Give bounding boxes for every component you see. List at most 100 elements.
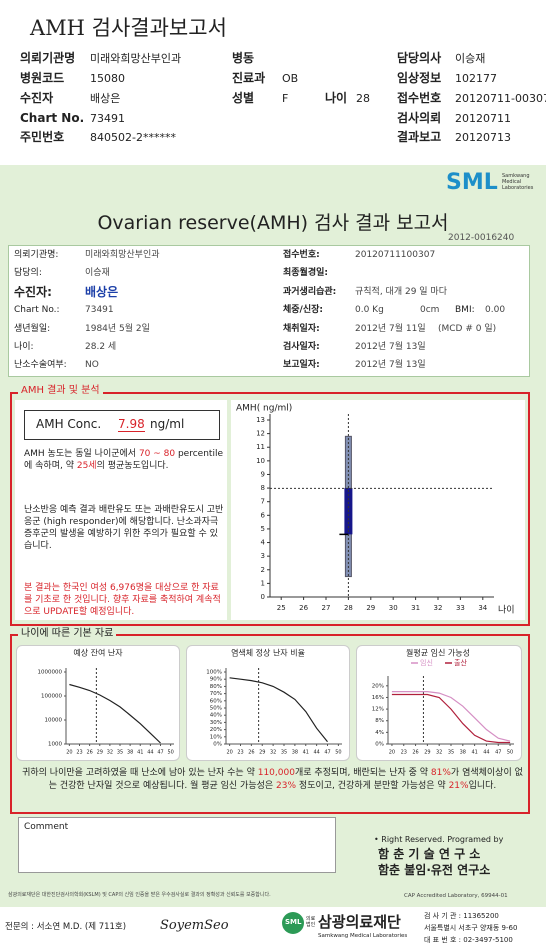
y-tick-label: 16% <box>372 695 384 701</box>
y-axis-label: AMH( ng/ml) <box>236 404 292 414</box>
footer-corp: 의료법인 <box>306 916 316 928</box>
chart-title: 월평균 임신 가능성 <box>406 648 470 658</box>
info-value: 0.0 Kg <box>355 305 384 315</box>
text-part: 70 ~ 80 <box>138 449 176 459</box>
text-part: 81% <box>430 768 451 778</box>
report-logo-sub: Samkwang Medical Laboratories <box>502 173 534 191</box>
field-value: 이승재 <box>455 52 486 65</box>
field-label: 나이 <box>325 91 348 105</box>
info-value: 1984년 5월 2일 <box>85 324 150 334</box>
info-value: (MCD # 0 일) <box>438 324 497 334</box>
info-label: 난소수술여부: <box>14 360 67 370</box>
y-tick-label: 70% <box>210 691 222 697</box>
y-tick-label: 100000 <box>41 694 62 700</box>
y-tick-label: 30% <box>210 720 222 726</box>
x-tick-label: 35 <box>448 750 454 756</box>
info-label: 수진자: <box>14 285 52 299</box>
text-part: 입니다. <box>468 781 497 791</box>
field-label: 담당의사 <box>397 51 442 65</box>
x-tick-label: 29 <box>424 750 430 756</box>
y-tick-label: 4 <box>261 539 266 547</box>
x-tick-label: 50 <box>335 750 341 756</box>
footer-address: 서울특별시 서초구 양재동 9-60 <box>424 924 518 932</box>
chart-title: 예상 잔여 난자 <box>73 648 123 658</box>
legend-label: 출산 <box>454 658 467 667</box>
y-tick-label: 20% <box>210 727 222 733</box>
x-tick-label: 26 <box>86 750 92 756</box>
y-tick-label: 10000 <box>45 718 63 724</box>
x-tick-label: 35 <box>117 750 123 756</box>
y-tick-label: 50% <box>210 706 222 712</box>
y-tick-label: 60% <box>210 698 222 704</box>
comment-box <box>18 817 336 873</box>
x-tick-label: 26 <box>248 750 254 756</box>
x-tick-label: 44 <box>147 750 153 756</box>
x-tick-label: 27 <box>322 604 331 612</box>
data-note: 본 결과는 한국인 여성 6,976명을 대상으로 한 자료를 기초로 한 것입… <box>24 583 221 617</box>
info-value: 2012년 7월 13일 <box>355 360 426 370</box>
y-tick-label: 10% <box>210 734 222 740</box>
x-tick-label: 29 <box>366 604 375 612</box>
field-label: 진료과 <box>232 71 266 85</box>
x-tick-label: 20 <box>389 750 395 756</box>
y-tick-label: 1 <box>261 579 265 587</box>
y-tick-label: 11 <box>256 443 265 451</box>
x-tick-label: 34 <box>478 604 487 612</box>
field-value: 28 <box>356 92 370 105</box>
info-label: 채취일자: <box>283 324 320 334</box>
y-tick-label: 2 <box>261 566 265 574</box>
y-tick-label: 10 <box>256 457 265 465</box>
x-tick-label: 50 <box>507 750 513 756</box>
field-label: 접수번호 <box>397 91 442 105</box>
y-tick-label: 13 <box>256 416 265 424</box>
y-tick-label: 1000000 <box>38 670 63 676</box>
y-tick-label: 9 <box>261 470 265 478</box>
field-value: OB <box>282 72 299 85</box>
conc-box <box>24 410 220 440</box>
x-tick-label: 44 <box>313 750 319 756</box>
info-value: 0.00 <box>485 305 506 315</box>
field-value: 20120711-00307 <box>455 92 546 105</box>
footer-logo: SML <box>285 918 302 926</box>
x-tick-label: 38 <box>460 750 466 756</box>
text-part: 개로 추정되며, 배란되는 난자 중 약 <box>294 768 431 778</box>
y-tick-label: 0% <box>213 742 222 748</box>
age-section <box>10 634 530 814</box>
y-tick-label: 3 <box>261 552 265 560</box>
info-value: 규칙적, 대개 29 일 마다 <box>355 287 447 297</box>
field-value: 20120713 <box>455 131 511 144</box>
x-tick-label: 20 <box>66 750 72 756</box>
field-label: 의뢰기관명 <box>20 51 76 65</box>
info-value: 0cm <box>420 305 440 315</box>
physician: 전문의 : 서소연 M.D. (제 711호) <box>5 922 127 932</box>
info-value: 이승재 <box>85 268 110 278</box>
amh-text-panel <box>15 400 227 620</box>
y-tick-label: 80% <box>210 684 222 690</box>
info-box <box>8 245 530 377</box>
text-part: 25세 <box>76 461 97 471</box>
info-value: 배상은 <box>85 285 119 299</box>
chart-panel <box>356 645 522 761</box>
response-text: 난소반응 예측 결과 배란유도 또는 과배란유도시 고반응군 (high res… <box>24 505 224 551</box>
y-tick-label: 8 <box>261 484 265 492</box>
x-tick-label: 41 <box>303 750 309 756</box>
field-label: 임상정보 <box>397 71 442 85</box>
x-tick-label: 38 <box>127 750 133 756</box>
signature: SoyemSeo <box>160 918 229 933</box>
info-label: 접수번호: <box>283 250 320 260</box>
x-tick-label: 26 <box>412 750 418 756</box>
x-tick-label: 41 <box>137 750 143 756</box>
line <box>69 683 161 744</box>
field-label: 검사의뢰 <box>397 111 442 125</box>
info-label: 보고일자: <box>283 360 320 370</box>
x-tick-label: 28 <box>344 604 353 612</box>
y-tick-label: 20% <box>372 683 384 689</box>
chart-panel <box>16 645 180 761</box>
info-value: NO <box>85 360 99 370</box>
x-tick-label: 29 <box>259 750 265 756</box>
text-part: 귀하의 나이만을 고려하였을 때 난소에 남아 있는 난자 수는 약 <box>22 768 258 778</box>
text-part: AMH 농도는 동일 나이군에서 <box>24 449 139 459</box>
y-tick-label: 40% <box>210 713 222 719</box>
x-tick-label: 47 <box>495 750 501 756</box>
y-tick-label: 8% <box>375 718 384 724</box>
